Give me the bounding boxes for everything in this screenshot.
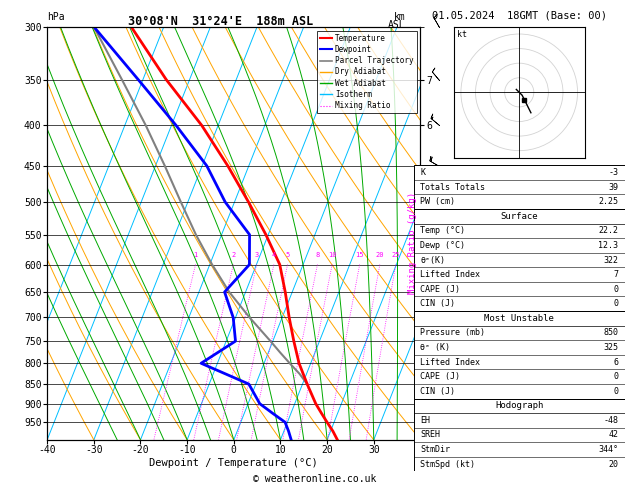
Text: CIN (J): CIN (J) — [420, 299, 455, 308]
Text: 10: 10 — [328, 252, 337, 258]
Legend: Temperature, Dewpoint, Parcel Trajectory, Dry Adiabat, Wet Adiabat, Isotherm, Mi: Temperature, Dewpoint, Parcel Trajectory… — [318, 31, 416, 113]
Text: Totals Totals: Totals Totals — [420, 183, 485, 191]
Text: 0: 0 — [613, 387, 618, 396]
Text: km: km — [394, 12, 406, 22]
Text: 1: 1 — [193, 252, 198, 258]
Text: Most Unstable: Most Unstable — [484, 314, 554, 323]
Text: Lifted Index: Lifted Index — [420, 358, 480, 366]
Text: StmSpd (kt): StmSpd (kt) — [420, 460, 475, 469]
Text: 25: 25 — [391, 252, 400, 258]
FancyBboxPatch shape — [414, 165, 625, 209]
Text: © weatheronline.co.uk: © weatheronline.co.uk — [253, 473, 376, 484]
Text: -48: -48 — [603, 416, 618, 425]
FancyBboxPatch shape — [414, 311, 625, 399]
Text: hPa: hPa — [47, 12, 65, 22]
Text: 0: 0 — [613, 299, 618, 308]
Text: 344°: 344° — [598, 445, 618, 454]
Text: θᵉ(K): θᵉ(K) — [420, 256, 445, 264]
Text: 0: 0 — [613, 372, 618, 381]
Text: 850: 850 — [603, 329, 618, 337]
Text: Mixing Ratio (g/kg): Mixing Ratio (g/kg) — [408, 192, 416, 294]
Text: 325: 325 — [603, 343, 618, 352]
Text: 0: 0 — [613, 285, 618, 294]
Text: 2.25: 2.25 — [598, 197, 618, 206]
Text: ASL: ASL — [388, 20, 406, 30]
Text: 20: 20 — [376, 252, 384, 258]
Text: 30°08'N  31°24'E  188m ASL: 30°08'N 31°24'E 188m ASL — [128, 15, 313, 28]
Text: 42: 42 — [608, 431, 618, 439]
Text: Lifted Index: Lifted Index — [420, 270, 480, 279]
Text: 3: 3 — [255, 252, 259, 258]
Text: Hodograph: Hodograph — [495, 401, 543, 410]
Text: -3: -3 — [608, 168, 618, 177]
Text: StmDir: StmDir — [420, 445, 450, 454]
Text: CAPE (J): CAPE (J) — [420, 372, 460, 381]
Text: CIN (J): CIN (J) — [420, 387, 455, 396]
FancyBboxPatch shape — [414, 399, 625, 471]
Text: CAPE (J): CAPE (J) — [420, 285, 460, 294]
Text: kt: kt — [457, 30, 467, 39]
Text: 22.2: 22.2 — [598, 226, 618, 235]
Text: 8: 8 — [315, 252, 320, 258]
Text: Surface: Surface — [501, 212, 538, 221]
Text: LCL: LCL — [424, 380, 439, 389]
Text: Pressure (mb): Pressure (mb) — [420, 329, 485, 337]
Text: 39: 39 — [608, 183, 618, 191]
Text: 15: 15 — [355, 252, 364, 258]
Text: 7: 7 — [613, 270, 618, 279]
Text: 4: 4 — [272, 252, 276, 258]
Text: SREH: SREH — [420, 431, 440, 439]
FancyBboxPatch shape — [414, 209, 625, 311]
Text: 20: 20 — [608, 460, 618, 469]
Text: 2: 2 — [231, 252, 235, 258]
X-axis label: Dewpoint / Temperature (°C): Dewpoint / Temperature (°C) — [150, 458, 318, 468]
Text: θᵉ (K): θᵉ (K) — [420, 343, 450, 352]
Text: PW (cm): PW (cm) — [420, 197, 455, 206]
Text: 01.05.2024  18GMT (Base: 00): 01.05.2024 18GMT (Base: 00) — [431, 11, 607, 21]
Text: EH: EH — [420, 416, 430, 425]
Text: Dewp (°C): Dewp (°C) — [420, 241, 465, 250]
Text: 12.3: 12.3 — [598, 241, 618, 250]
Text: 322: 322 — [603, 256, 618, 264]
Text: 5: 5 — [286, 252, 290, 258]
Text: 6: 6 — [613, 358, 618, 366]
Text: K: K — [420, 168, 425, 177]
Text: Temp (°C): Temp (°C) — [420, 226, 465, 235]
